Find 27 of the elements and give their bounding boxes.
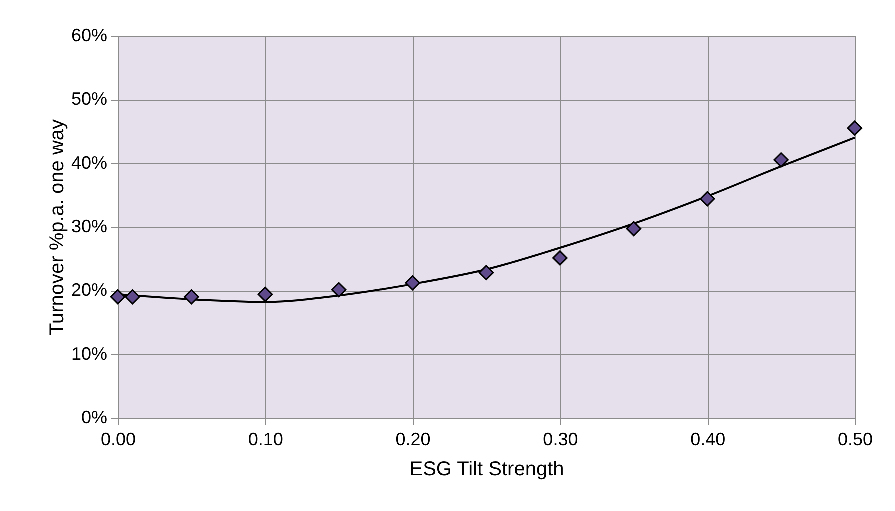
y-tick-label: 60% xyxy=(71,26,108,46)
y-tick-label: 30% xyxy=(71,216,108,236)
x-tick-label: 0.50 xyxy=(838,430,874,450)
y-tick-label: 40% xyxy=(71,152,108,173)
y-tick-label: 20% xyxy=(71,280,108,300)
point xyxy=(774,152,789,168)
x-tick-label: 0.10 xyxy=(248,430,284,450)
x-tick-label: 0.40 xyxy=(690,430,726,450)
y-tick-label: 10% xyxy=(71,344,108,364)
point xyxy=(258,286,274,302)
point xyxy=(552,250,568,266)
point xyxy=(110,289,126,305)
point xyxy=(331,282,347,298)
y-axis-title: Turnover %p.a. one way xyxy=(46,119,68,336)
point xyxy=(184,289,200,305)
point xyxy=(125,289,140,305)
x-tick-label: 0.30 xyxy=(543,430,578,450)
y-tick-label: 50% xyxy=(71,89,108,110)
y-tick-label: 0% xyxy=(81,408,108,428)
x-axis-title: ESG Tilt Strength xyxy=(410,458,564,480)
point xyxy=(847,120,863,136)
x-tick-label: 0.20 xyxy=(396,430,431,450)
x-tick-label: 0.00 xyxy=(100,430,136,450)
point xyxy=(478,265,494,280)
point xyxy=(405,275,420,291)
point xyxy=(700,191,716,207)
point xyxy=(626,221,642,237)
